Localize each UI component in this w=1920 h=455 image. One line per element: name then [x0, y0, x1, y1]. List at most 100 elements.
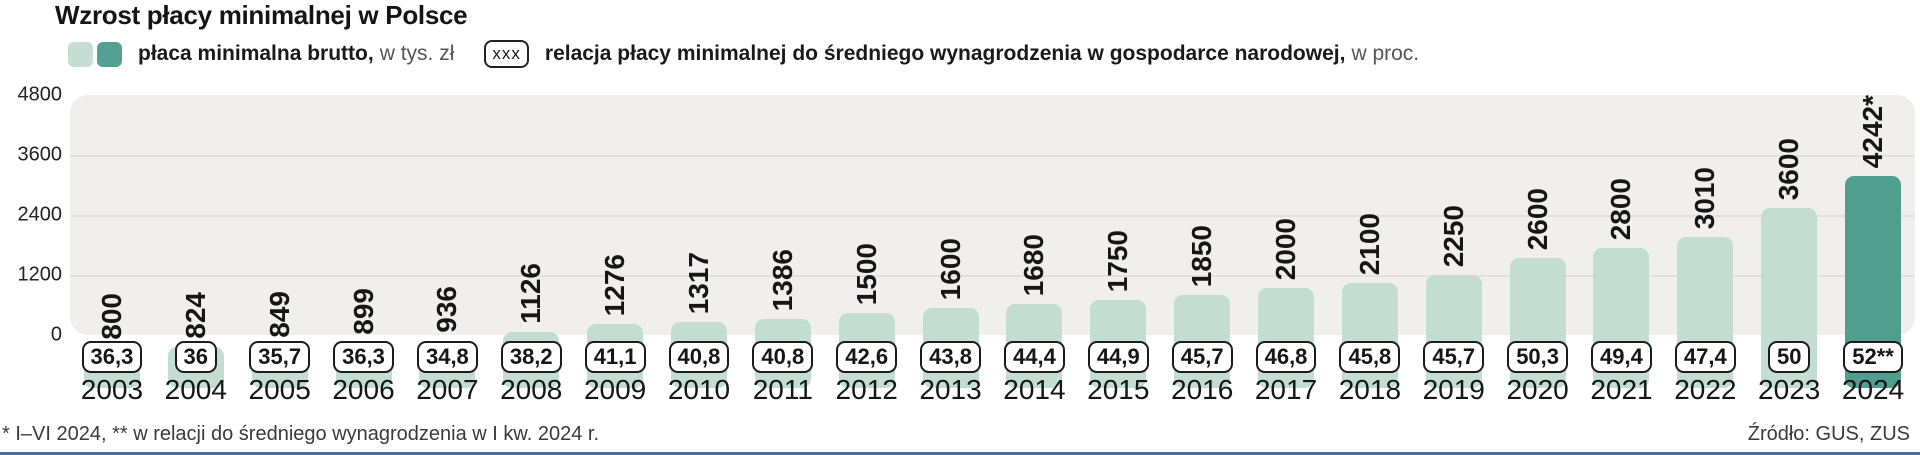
legend-wage-unit: w tys. zł — [379, 42, 455, 65]
footnote: * I–VI 2024, ** w relacji do średniego w… — [2, 423, 600, 445]
relation-value-box: 40,8 — [668, 341, 730, 373]
relation-value-box: 52** — [1843, 341, 1903, 373]
bar-value-label: 800 — [95, 293, 127, 341]
year-label: 2010 — [667, 374, 731, 405]
bar-value-label: 1276 — [599, 253, 631, 317]
relation-value-box: 36 — [174, 341, 218, 373]
bar-value-label: 1317 — [682, 251, 714, 315]
bar-value-label: 849 — [263, 291, 295, 339]
relation-cell: 44,9 — [1076, 341, 1160, 373]
year-label: 2015 — [1087, 374, 1150, 405]
relation-cell: 36 — [154, 341, 238, 373]
relation-value-box: 42,6 — [836, 341, 898, 373]
relation-value-box: 43,8 — [920, 341, 981, 373]
relation-value-box: 49,4 — [1591, 341, 1652, 373]
bar-value-label: 4242* — [1857, 95, 1889, 169]
bottom-rule — [0, 452, 1920, 455]
bar-value-label: 936 — [431, 286, 463, 334]
year-label: 2021 — [1590, 374, 1653, 405]
relation-cell: 42,6 — [825, 341, 909, 373]
year-label: 2007 — [416, 374, 479, 405]
year-label: 2019 — [1422, 374, 1485, 405]
relation-value-box: 44,9 — [1087, 341, 1149, 373]
year-label: 2012 — [835, 374, 898, 405]
relation-cell: 49,4 — [1580, 341, 1664, 373]
relation-value-box: 47,4 — [1674, 341, 1736, 373]
relation-value-box: 46,8 — [1255, 341, 1317, 373]
relation-cell: 45,7 — [1160, 341, 1244, 373]
relation-cell: 41,1 — [573, 341, 657, 373]
relation-cell: 52** — [1831, 341, 1915, 373]
relation-cell: 35,7 — [238, 341, 322, 373]
year-label: 2017 — [1254, 374, 1318, 405]
y-axis-tick: 4800 — [17, 83, 63, 106]
relation-value-box: 45,7 — [1171, 341, 1233, 373]
relation-value-box: 44,4 — [1004, 341, 1065, 373]
bar-value-label: 1750 — [1102, 229, 1134, 293]
relation-cell: 45,7 — [1412, 341, 1496, 373]
y-axis-tick: 0 — [50, 323, 62, 346]
bar-value-label: 3600 — [1773, 137, 1805, 201]
gridline-3600 — [70, 155, 1915, 157]
year-label: 2006 — [332, 374, 395, 405]
relation-value-box: 34,8 — [416, 341, 478, 373]
year-label: 2024 — [1841, 374, 1905, 405]
bar-value-label: 1850 — [1186, 224, 1218, 288]
bar-value-label: 2800 — [1605, 177, 1637, 241]
gridline-1200 — [70, 275, 1915, 277]
relation-cell: 45,8 — [1328, 341, 1412, 373]
bar-value-label: 1500 — [850, 242, 882, 306]
year-label: 2016 — [1171, 374, 1234, 405]
year-label: 2022 — [1674, 374, 1737, 405]
relation-value-box: 36,3 — [333, 341, 394, 373]
relation-cell: 38,2 — [489, 341, 573, 373]
legend-relation-label: relacja płacy minimalnej do średniego wy… — [544, 42, 1346, 65]
year-label: 2020 — [1506, 374, 1569, 405]
relation-cell: 46,8 — [1244, 341, 1328, 373]
relation-value-box: 41,1 — [584, 341, 646, 373]
relation-cell: 40,8 — [741, 341, 825, 373]
year-label: 2014 — [1003, 374, 1066, 405]
page-title: Wzrost płacy minimalnej w Polsce — [55, 0, 468, 30]
year-label: 2003 — [80, 374, 144, 405]
bar-value-label: 899 — [347, 288, 379, 336]
gridline-2400 — [70, 215, 1915, 217]
bar-value-label: 1386 — [766, 248, 798, 312]
relation-value-box: 36,3 — [81, 341, 143, 373]
relation-value-box: 38,2 — [500, 341, 562, 373]
year-label: 2018 — [1338, 374, 1402, 405]
source-credit: Źródło: GUS, ZUS — [1747, 423, 1910, 445]
year-label: 2011 — [752, 374, 813, 405]
relation-cell: 50,3 — [1496, 341, 1580, 373]
bar-value-label: 1680 — [1018, 233, 1050, 297]
relation-value-box: 45,7 — [1423, 341, 1485, 373]
bar-value-label: 2600 — [1521, 187, 1553, 251]
year-label: 2005 — [248, 374, 311, 405]
y-axis-tick: 2400 — [17, 203, 63, 226]
relation-value-box: 35,7 — [249, 341, 311, 373]
x-axis-years: 2003 2004 2005 2006 2007 2008 2009 2010 2011 2012… — [70, 374, 1915, 406]
y-axis-tick: 3600 — [17, 143, 63, 166]
legend-wage-label: płaca minimalna brutto, — [138, 42, 374, 65]
bar-value-label: 3010 — [1689, 166, 1721, 230]
relation-value-box: 50 — [1767, 341, 1811, 373]
year-label: 2023 — [1758, 374, 1821, 405]
relation-cell: 40,8 — [657, 341, 741, 373]
relation-cell: 50 — [1747, 341, 1831, 373]
legend: płaca minimalna brutto, w tys. zł xxx re… — [68, 40, 1419, 68]
relation-cell: 44,4 — [993, 341, 1077, 373]
relation-row: 36,3 36 35,7 36,3 34,8 38,2 41,1 40,8 40,8 42,6 43… — [70, 341, 1915, 373]
relation-value-box: 40,8 — [752, 341, 814, 373]
legend-relation-unit: w proc. — [1351, 42, 1420, 65]
year-label: 2013 — [919, 374, 982, 405]
bar-value-label: 2100 — [1353, 212, 1385, 276]
legend-swatch-light-icon — [68, 41, 93, 67]
relation-cell: 47,4 — [1663, 341, 1747, 373]
bar-value-label: 1600 — [934, 237, 966, 301]
year-label: 2009 — [583, 374, 647, 405]
relation-cell: 43,8 — [909, 341, 993, 373]
bar-value-label: 2000 — [1270, 217, 1302, 281]
legend-swatch-dark-icon — [97, 41, 122, 67]
relation-value-box: 50,3 — [1507, 341, 1569, 373]
